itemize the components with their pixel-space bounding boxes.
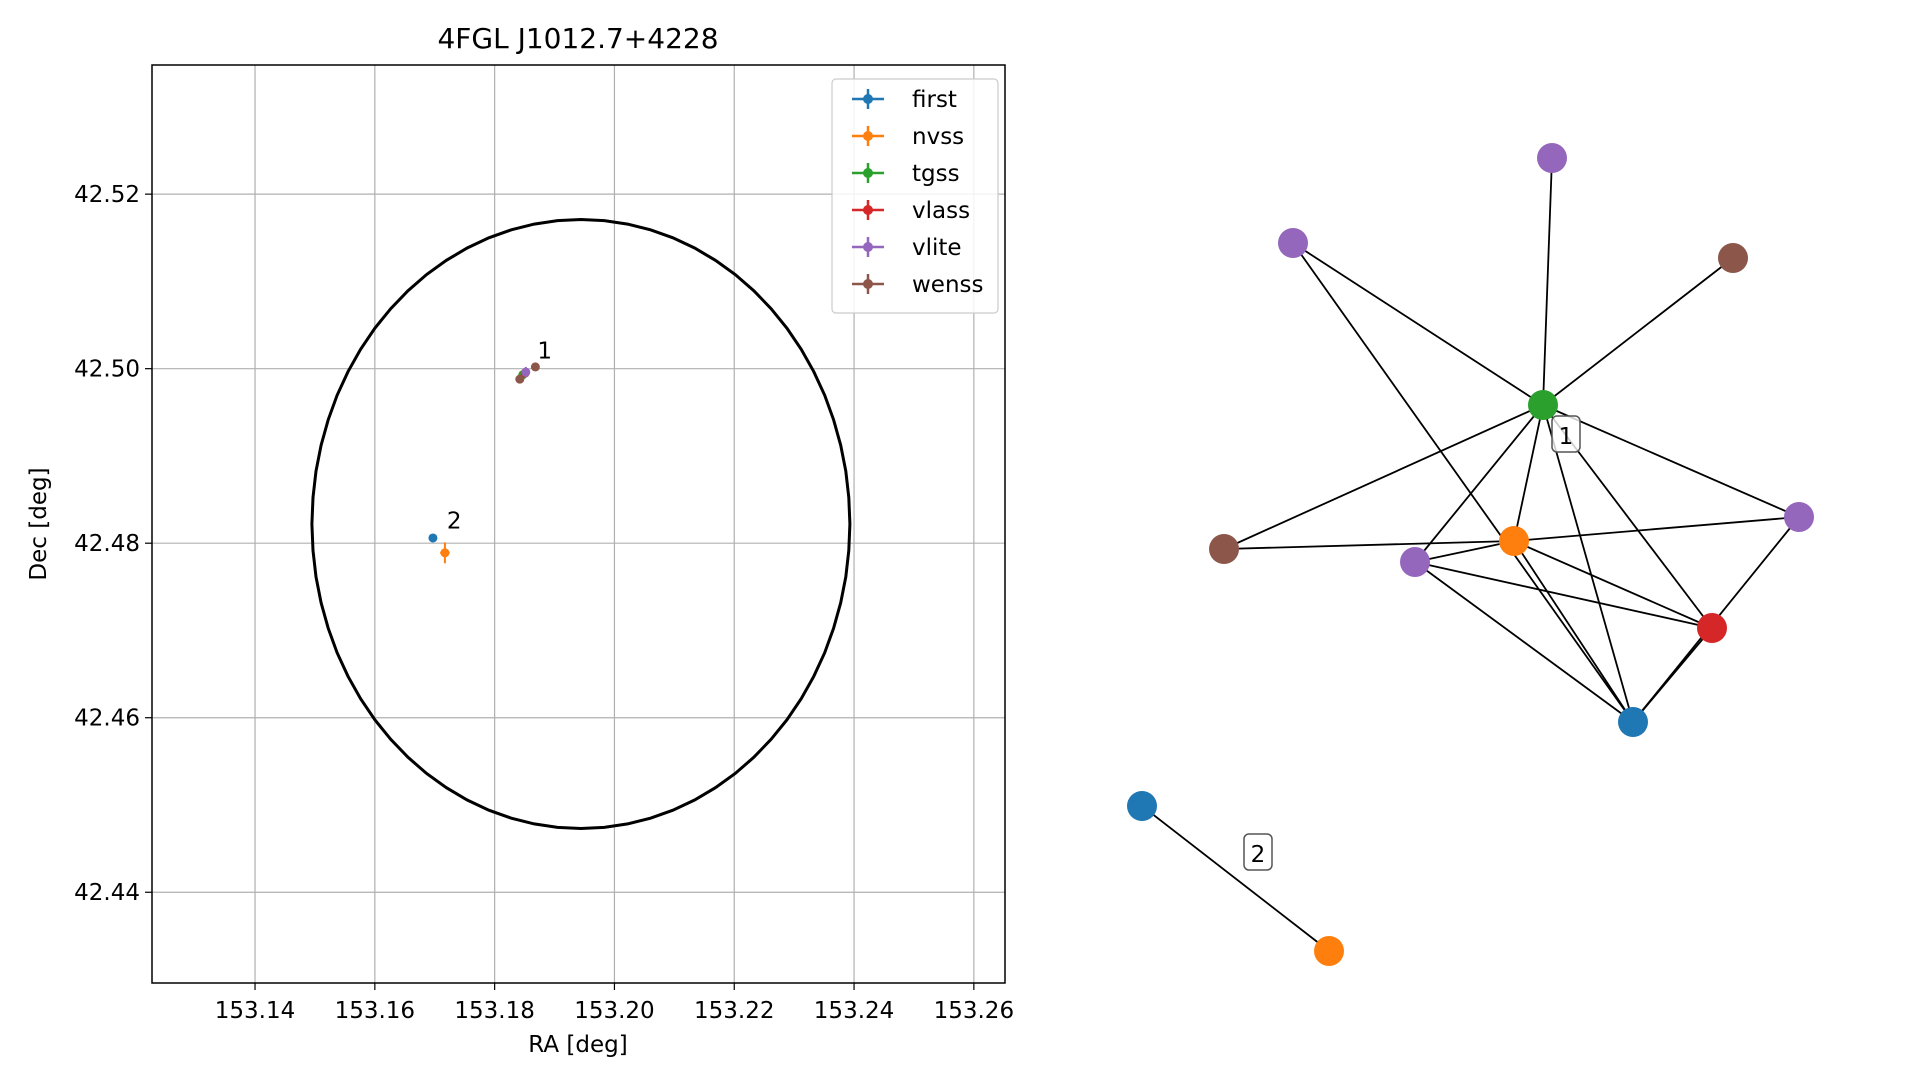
- legend-label: vlite: [912, 235, 962, 261]
- graph-edge: [1513, 540, 1634, 723]
- x-tick-label: 153.18: [454, 998, 534, 1024]
- chart-title: 4FGL J1012.7+4228: [437, 22, 718, 55]
- graph-nodes: [1127, 143, 1814, 966]
- graph-node-nvss: [1499, 526, 1529, 556]
- graph-node-nvss: [1314, 936, 1344, 966]
- grid-lines: [152, 65, 1005, 983]
- legend-label: nvss: [912, 124, 964, 150]
- graph-label-box: [1551, 415, 1581, 453]
- network-graph: 12: [1127, 143, 1814, 966]
- graph-edge: [1414, 561, 1634, 723]
- y-tick-label: 42.50: [74, 357, 140, 383]
- graph-label-text: 2: [1251, 842, 1266, 868]
- marker: [428, 533, 438, 543]
- graph-edge: [1292, 242, 1544, 406]
- point-annotation: 1: [537, 339, 552, 365]
- legend-entry-tgss: tgss: [852, 161, 960, 187]
- scatter-panel: 12 153.14 153.16 153.18 153.20 153.22 153.24 1…: [26, 22, 1014, 1058]
- graph-node-vlite: [1537, 143, 1567, 173]
- marker: [521, 367, 531, 377]
- point-nvss: [440, 542, 450, 564]
- axes-frame: [151, 64, 1006, 984]
- legend-entry-nvss: nvss: [852, 124, 964, 150]
- legend-swatch-marker: [863, 205, 873, 215]
- legend-swatch-marker: [863, 168, 873, 178]
- graph-edge: [1414, 404, 1544, 563]
- graph-group-label: 2: [1243, 833, 1273, 871]
- graph-node-wenss: [1718, 243, 1748, 273]
- graph-group-label: 1: [1551, 415, 1581, 453]
- axis-ticks: 153.14 153.16 153.18 153.20 153.22 153.24 153.…: [74, 182, 1014, 1024]
- legend-entry-vlass: vlass: [852, 198, 970, 224]
- legend-entry-wenss: wenss: [852, 272, 984, 298]
- graph-edge: [1223, 540, 1515, 550]
- graph-edge: [1292, 242, 1634, 723]
- legend-label: first: [912, 87, 957, 113]
- legend-box: [831, 78, 999, 314]
- legend-label: vlass: [912, 198, 970, 224]
- legend-swatch-marker: [863, 94, 873, 104]
- graph-node-wenss: [1209, 534, 1239, 564]
- marker: [530, 362, 540, 372]
- graph-edge: [1141, 805, 1330, 952]
- y-tick-label: 42.44: [74, 880, 140, 906]
- legend-entry-first: first: [852, 87, 957, 113]
- y-tick-label: 42.52: [74, 182, 140, 208]
- legend-swatch-marker: [863, 242, 873, 252]
- graph-node-vlite: [1784, 502, 1814, 532]
- graph-node-vlite: [1400, 547, 1430, 577]
- x-tick-label: 153.14: [215, 998, 295, 1024]
- graph-edge: [1513, 516, 1800, 542]
- graph-node-first: [1618, 707, 1648, 737]
- legend-label: wenss: [912, 272, 984, 298]
- point-annotation: 2: [447, 509, 462, 535]
- graph-label-box: [1243, 833, 1273, 871]
- graph-node-first: [1127, 791, 1157, 821]
- graph-node-tgss: [1528, 390, 1558, 420]
- y-axis-label: Dec [deg]: [26, 467, 52, 580]
- graph-edge: [1542, 257, 1734, 406]
- graph-edge: [1542, 404, 1634, 723]
- y-tick-label: 42.48: [74, 531, 140, 557]
- point-first: [428, 533, 438, 543]
- marker: [440, 548, 450, 558]
- point-wenss: [530, 362, 540, 372]
- graph-edges: [1141, 157, 1800, 952]
- legend: first nvss tgss vlass vlite wenss: [831, 78, 999, 314]
- error-ellipse: [310, 217, 852, 831]
- data-points-layer: [428, 362, 540, 564]
- graph-edge: [1542, 404, 1800, 518]
- graph-group-labels: 12: [1243, 415, 1581, 871]
- graph-edge: [1513, 540, 1713, 629]
- x-tick-label: 153.26: [934, 998, 1014, 1024]
- legend-swatch-marker: [863, 279, 873, 289]
- y-tick-label: 42.46: [74, 706, 140, 732]
- graph-edge: [1513, 404, 1544, 542]
- error-ellipse-layer: [310, 217, 852, 831]
- legend-entry-vlite: vlite: [852, 235, 962, 261]
- x-tick-label: 153.24: [814, 998, 894, 1024]
- x-tick-label: 153.20: [574, 998, 654, 1024]
- legend-swatch-marker: [863, 131, 873, 141]
- point-wenss: [515, 374, 525, 384]
- x-tick-label: 153.16: [335, 998, 415, 1024]
- point-annotations: 12: [447, 339, 552, 535]
- graph-node-vlite: [1278, 228, 1308, 258]
- point-vlite: [521, 366, 531, 378]
- graph-edge: [1542, 157, 1553, 406]
- x-tick-label: 153.22: [694, 998, 774, 1024]
- marker: [515, 374, 525, 384]
- graph-edge: [1414, 561, 1713, 629]
- graph-node-vlass: [1697, 613, 1727, 643]
- legend-label: tgss: [912, 161, 960, 187]
- graph-edge: [1414, 540, 1515, 563]
- graph-edge: [1223, 404, 1544, 550]
- x-axis-label: RA [deg]: [528, 1032, 627, 1058]
- graph-label-text: 1: [1559, 424, 1574, 450]
